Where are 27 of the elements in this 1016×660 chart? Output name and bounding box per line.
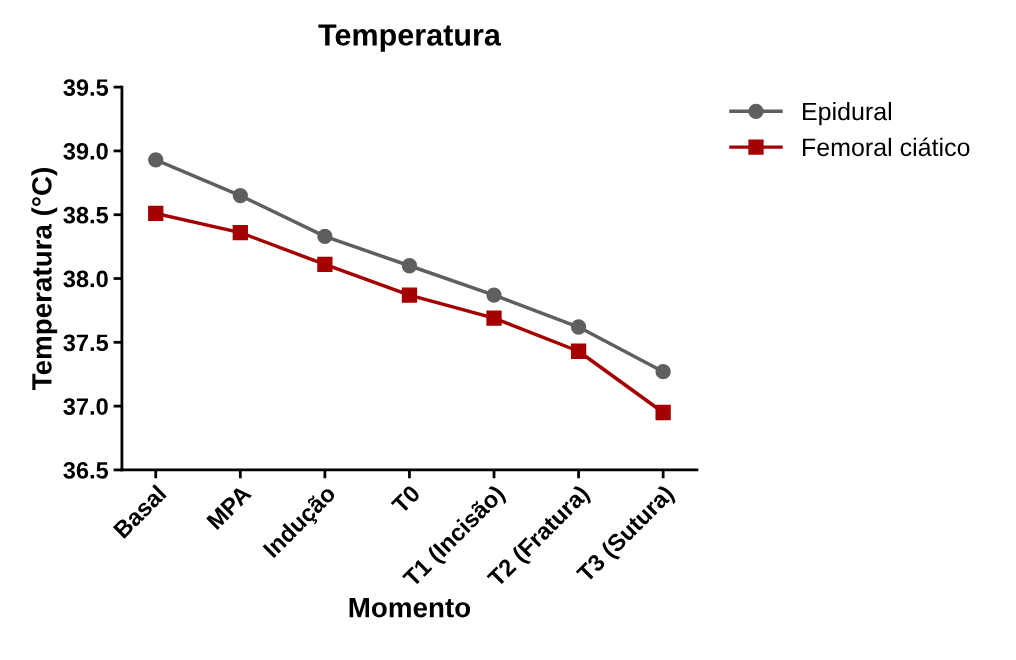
point [486,310,502,326]
y-tick-label: 37.5 [63,334,109,352]
y-tick-label: 38.5 [63,206,109,224]
legend-label: Epidural [803,101,892,126]
point [570,319,587,335]
y-tick-label: 37.0 [63,398,108,415]
point [148,152,164,168]
point [655,364,671,380]
point [401,258,418,274]
y-tick-label: 39.0 [63,142,108,160]
y-tick-label: 38.0 [63,270,108,288]
point [148,205,164,222]
point [317,256,333,273]
point [317,228,333,245]
chart-title: Temperatura [318,24,502,52]
point [655,404,671,421]
point [570,343,587,359]
y-tick-label: 39.5 [63,79,109,96]
y-tick-label: 36.5 [63,461,109,479]
x-tick-label: T0 [390,484,422,515]
y-axis-title: Temperatura (°C) [31,168,58,390]
point [486,287,502,303]
x-axis-title: Momento [349,598,471,618]
point [401,287,418,303]
legend-label: Femoral ciático [803,137,970,157]
point [232,187,248,204]
point [232,224,248,241]
